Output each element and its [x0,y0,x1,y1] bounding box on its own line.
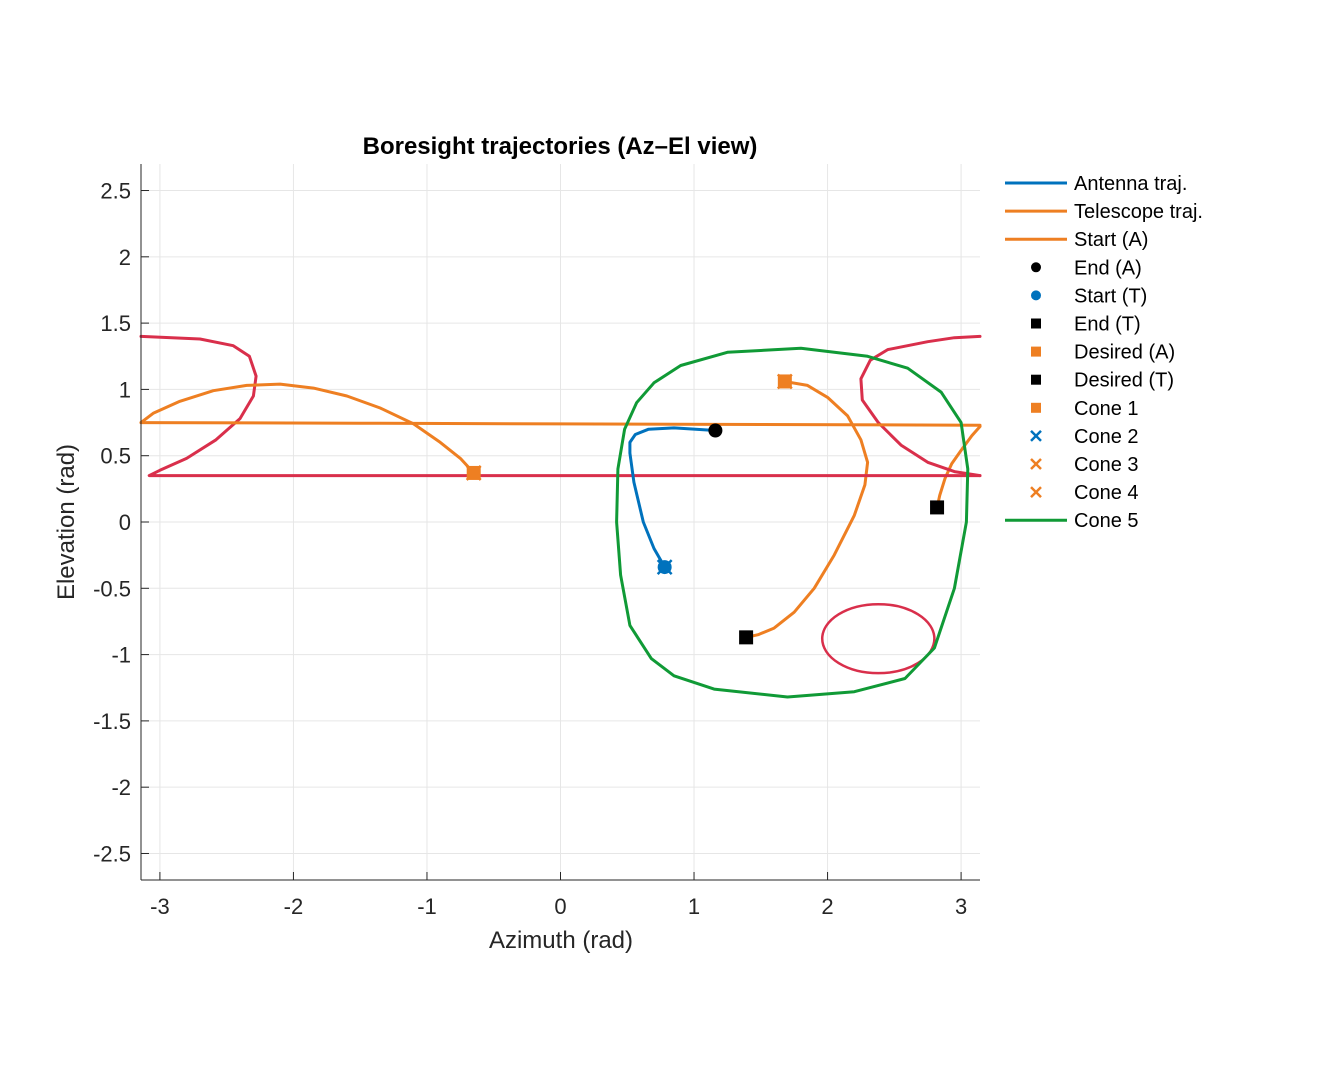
legend-swatch [1031,318,1041,329]
plot-lines [139,334,982,699]
series-marker-7 [930,500,945,515]
legend-swatch [1031,374,1041,385]
x-stroke [776,373,793,390]
x-tick-label: 2 [821,894,833,919]
x-tick-label: 3 [955,894,967,919]
y-tick-label: 1 [119,377,131,402]
legend-entry: Cone 4 [1074,482,1139,504]
y-tick-label: 2.5 [100,179,131,204]
legend-entry: Cone 5 [1074,510,1139,532]
trajectory-loop [820,602,936,675]
legend-entry: Cone 3 [1074,454,1139,476]
y-tick-label: 0 [119,510,131,535]
plot-markers [465,373,945,645]
x-stroke [1030,486,1042,498]
legend-entry: Telescope traj. [1074,201,1203,223]
axes: -3 -2 -1 0 1 2 3 -2.5 -2 -1.5 -1 -0.5 0 0.5 1 1.5 2 2.5 [93,164,980,919]
x-tick-label: -2 [284,894,304,919]
series-marker-9 [656,559,673,575]
legend-entry: End (A) [1074,257,1142,279]
legend-swatch [1031,346,1041,357]
series-marker-3 [708,423,723,438]
legend-entry: Start (A) [1074,229,1148,251]
series-line-0 [628,426,717,569]
x-stroke [465,465,482,481]
y-tick-label: 1.5 [100,311,131,336]
x-axis-label: Azimuth (rad) [489,927,633,954]
y-tick-label: -1 [111,643,131,668]
legend-entry: Cone 2 [1074,426,1139,448]
y-axis-label: Elevation (rad) [53,444,80,600]
legend-swatch [1031,402,1041,413]
y-tick-label: -2.5 [93,841,131,866]
series-marker-10 [776,373,793,390]
trajectory-line [744,380,870,639]
x-stroke [656,559,673,575]
y-tick-label: 0.5 [100,444,131,469]
legend-swatch [1030,458,1042,470]
y-tick-label: 2 [119,245,131,270]
trajectory-line [935,425,982,509]
series-line-1 [139,382,476,475]
grid [141,164,980,880]
series-marker-11 [465,465,482,481]
legend-swatch [1030,486,1042,498]
x-stroke [1030,458,1042,470]
legend-swatch [1031,290,1041,301]
y-tick-label: -1.5 [93,709,131,734]
legend-swatch [1030,430,1042,442]
legend-swatch [1031,262,1041,273]
legend-entry: Start (T) [1074,285,1147,307]
legend-entry: Desired (A) [1074,342,1175,364]
trajectory-line [859,334,982,478]
legend: Antenna traj. Telescope traj. Start (A) End… [1005,173,1203,532]
y-tick-label: -2 [111,775,131,800]
series-line-2 [139,421,982,427]
y-tick-label: -0.5 [93,576,131,601]
legend-entry: Desired (T) [1074,370,1174,392]
x-tick-label: 0 [554,894,566,919]
chart-title: Boresight trajectories (Az–El view) [363,133,758,160]
x-tick-label: -1 [417,894,437,919]
trajectory-line [139,334,982,478]
x-tick-label: -3 [150,894,170,919]
x-stroke [1030,430,1042,442]
series-line-12 [615,346,970,699]
legend-entry: Antenna traj. [1074,173,1187,195]
series-marker-5 [739,630,754,645]
legend-entry: Cone 1 [1074,398,1139,420]
legend-entry: End (T) [1074,314,1141,336]
x-tick-label: 1 [688,894,700,919]
